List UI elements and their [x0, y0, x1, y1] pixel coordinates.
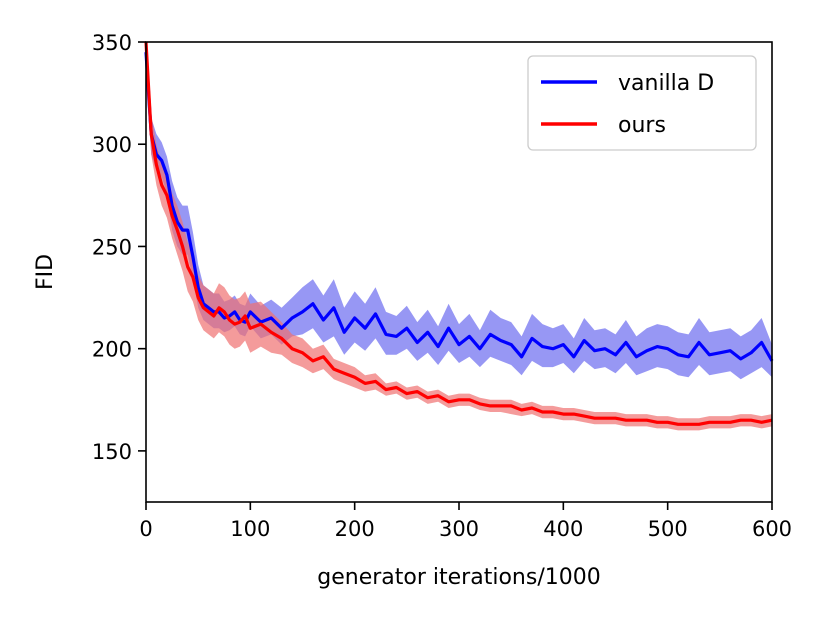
legend: vanilla D ours — [527, 55, 757, 151]
y-tick-label: 350 — [92, 31, 132, 55]
x-tick-label: 400 — [543, 517, 583, 541]
y-axis-ticks: 150 200 250 300 350 — [92, 31, 146, 464]
y-tick-label: 300 — [92, 133, 132, 157]
x-tick-label: 100 — [230, 517, 270, 541]
legend-label-vanilla-d: vanilla D — [618, 71, 714, 96]
x-axis-label: generator iterations/1000 — [317, 565, 600, 590]
legend-label-ours: ours — [618, 113, 666, 138]
x-tick-label: 300 — [439, 517, 479, 541]
x-tick-label: 0 — [139, 517, 152, 541]
y-axis-label: FID — [33, 254, 58, 290]
x-tick-label: 500 — [648, 517, 688, 541]
x-tick-label: 200 — [335, 517, 375, 541]
y-tick-label: 200 — [92, 338, 132, 362]
y-tick-label: 250 — [92, 235, 132, 259]
confidence-bands — [146, 42, 772, 431]
series-lines — [144, 41, 774, 426]
series-line-vanilla-d — [144, 52, 774, 362]
x-axis-ticks: 0 100 200 300 400 500 600 — [139, 502, 792, 541]
band-vanilla-d — [146, 42, 772, 380]
series-line-ours — [144, 41, 773, 426]
legend-box — [527, 55, 757, 151]
y-tick-label: 150 — [92, 440, 132, 464]
x-tick-label: 600 — [752, 517, 792, 541]
